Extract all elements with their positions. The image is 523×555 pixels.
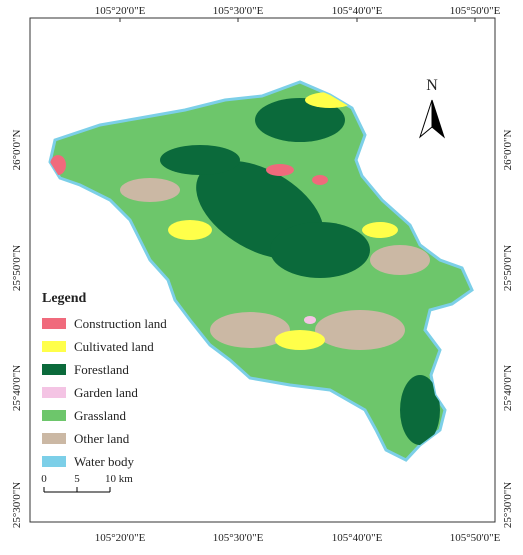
longitude-label: 105°30'0"E	[213, 5, 264, 17]
latitude-label: 25°30'0"N	[502, 482, 514, 528]
north-arrow: N	[418, 77, 446, 139]
legend-swatch	[42, 364, 66, 375]
scale-bar	[43, 487, 111, 493]
scale-label: 10 km	[105, 473, 133, 485]
legend-label: Grassland	[74, 408, 126, 423]
longitude-label: 105°50'0"E	[450, 5, 501, 17]
latitude-label: 25°40'0"N	[502, 365, 514, 411]
scale-label: 5	[74, 473, 80, 485]
latitude-label: 26°0'0"N	[502, 130, 514, 171]
longitude-label: 105°30'0"E	[213, 532, 264, 544]
legend-label: Forestland	[74, 362, 129, 377]
legend-swatch	[42, 318, 66, 329]
legend-swatch	[42, 341, 66, 352]
legend-swatch	[42, 433, 66, 444]
legend-label: Other land	[74, 431, 130, 446]
legend-label: Cultivated land	[74, 339, 154, 354]
latitude-label: 25°50'0"N	[502, 245, 514, 291]
legend: Legend Construction land Cultivated land F…	[42, 291, 167, 469]
legend-swatch	[42, 456, 66, 467]
latitude-label: 25°50'0"N	[11, 245, 23, 291]
longitude-label: 105°40'0"E	[332, 5, 383, 17]
longitude-label: 105°20'0"E	[95, 5, 146, 17]
latitude-label: 25°30'0"N	[11, 482, 23, 528]
legend-label: Garden land	[74, 385, 138, 400]
longitude-label: 105°50'0"E	[450, 532, 501, 544]
latitude-label: 25°40'0"N	[11, 365, 23, 411]
land-use-region	[48, 80, 474, 462]
map-frame	[29, 17, 496, 523]
north-label: N	[426, 77, 438, 94]
legend-swatch	[42, 387, 66, 398]
scale-label: 0	[41, 473, 47, 485]
legend-title: Legend	[42, 291, 87, 306]
legend-label: Construction land	[74, 316, 167, 331]
longitude-label: 105°20'0"E	[95, 532, 146, 544]
legend-swatch	[42, 410, 66, 421]
longitude-label: 105°40'0"E	[332, 532, 383, 544]
legend-label: Water body	[74, 454, 134, 469]
latitude-label: 26°0'0"N	[11, 130, 23, 171]
